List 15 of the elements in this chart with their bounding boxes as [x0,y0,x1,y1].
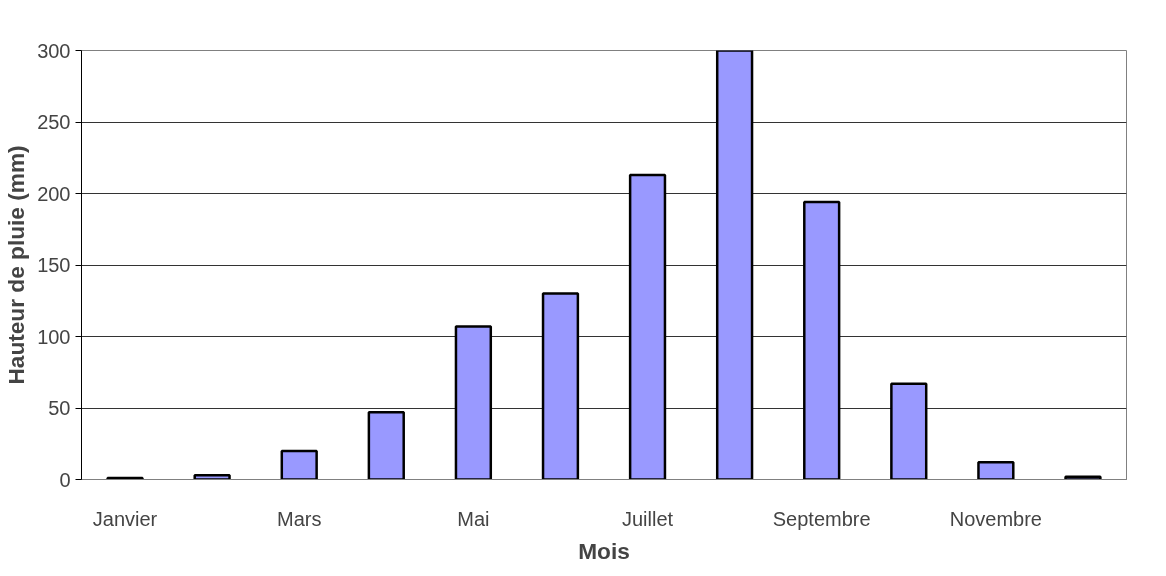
y-tick-label: 50 [48,397,71,419]
x-tick-label: Mars [276,507,322,530]
y-tick-label: 300 [37,39,71,62]
x-tick-label: Janvier [92,507,158,530]
y-tick-label: 250 [37,111,71,133]
x-tick-label: Novembre [949,507,1043,530]
y-tick-label: 150 [37,254,71,276]
x-tick-label: Juillet [621,507,674,530]
x-tick-label: Mai [457,507,490,530]
y-tick-label: 200 [37,182,71,205]
y-axis-title: Hauteur de pluie (mm) [3,145,30,385]
y-tick-label: 0 [59,468,71,491]
y-tick-label: 100 [37,325,71,348]
x-axis-title: Mois [578,537,630,564]
x-tick-label: Septembre [772,507,871,530]
